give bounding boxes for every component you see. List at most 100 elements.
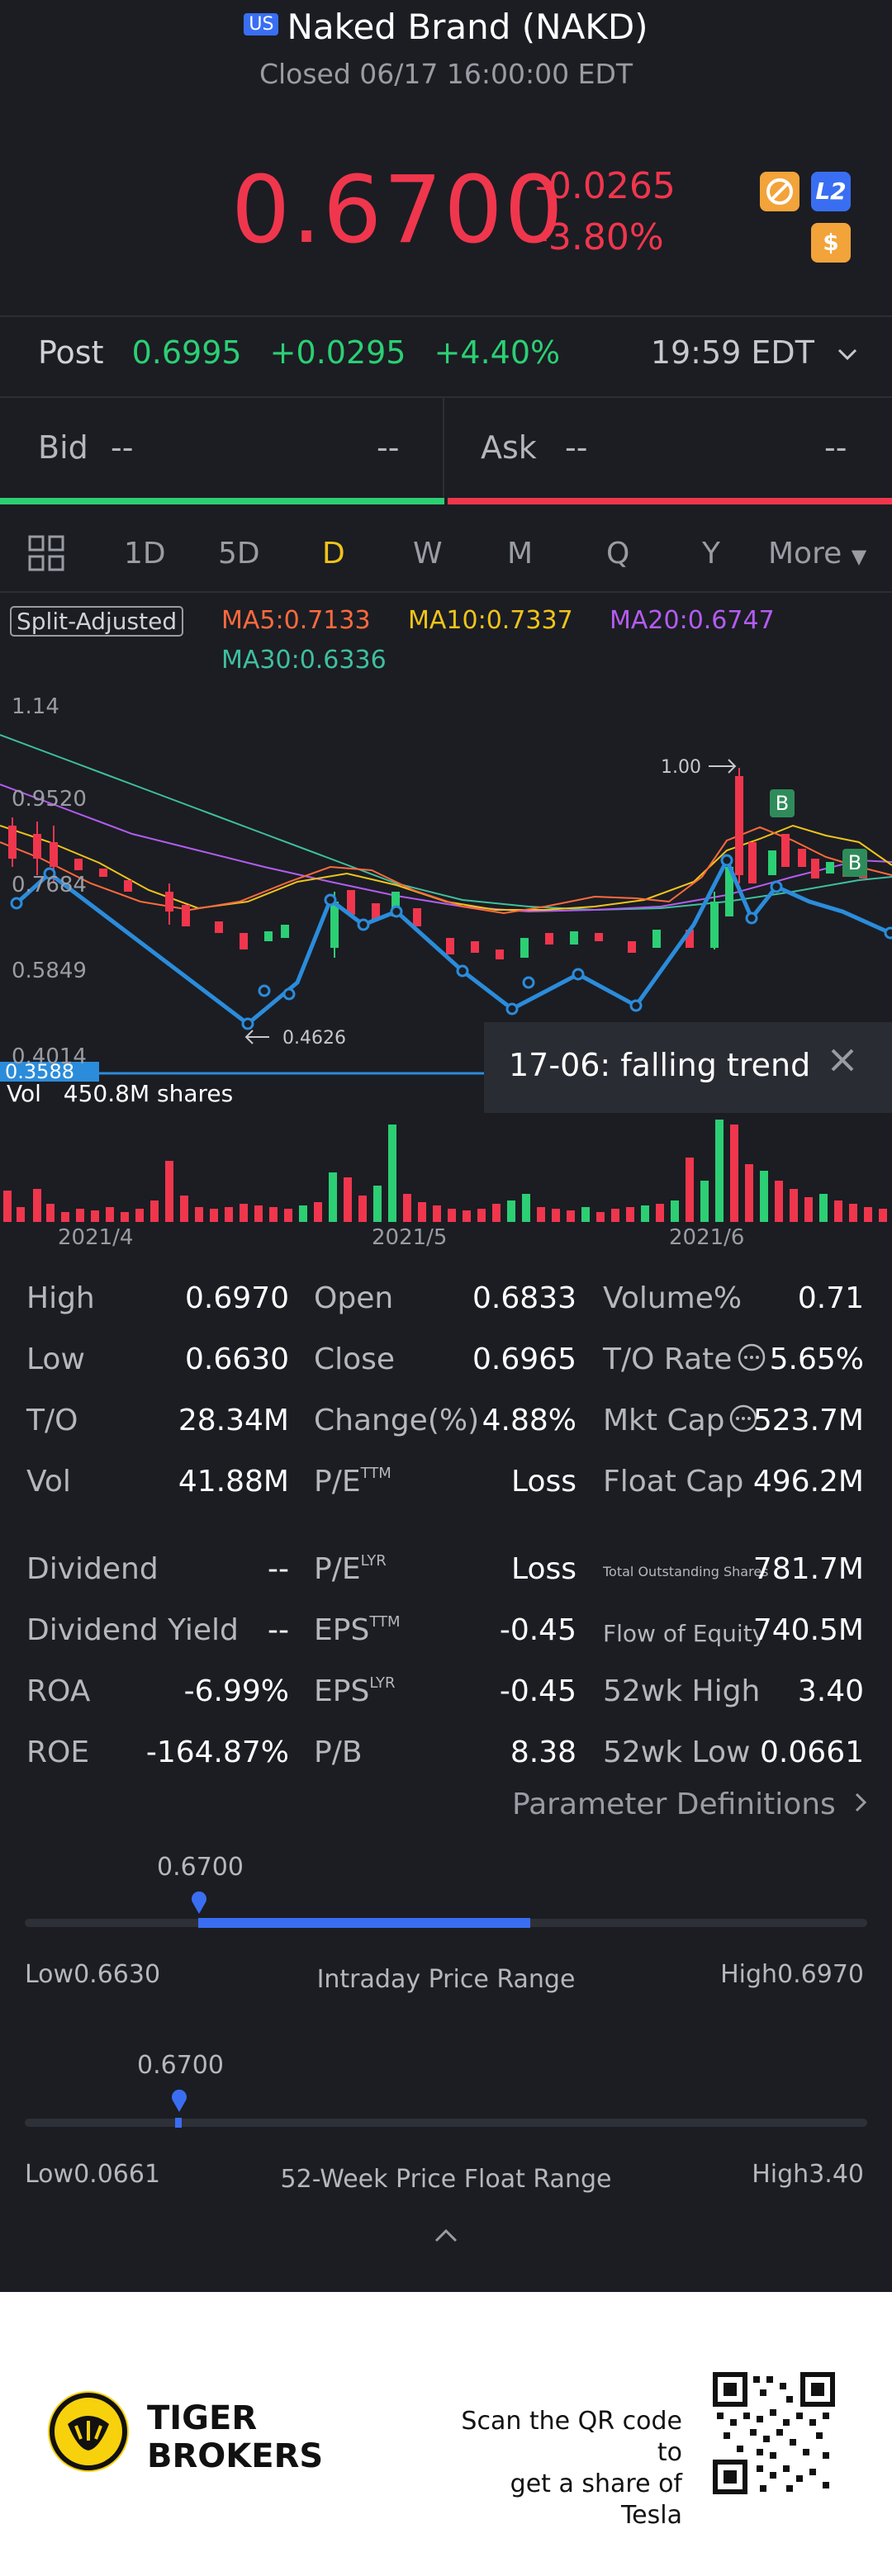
- buy-marker[interactable]: B: [842, 849, 867, 877]
- week52-low: Low0.0661: [25, 2160, 161, 2189]
- scan-line-1: Scan the QR code to: [461, 2407, 682, 2467]
- stat-label: Flow of Equity: [603, 1620, 766, 1647]
- bid-size: --: [377, 429, 400, 466]
- eps-lyr-label: EPS: [314, 1674, 370, 1708]
- stat-label: Dividend Yield: [26, 1613, 239, 1647]
- ask-strength-bar: [448, 498, 892, 504]
- close-icon[interactable]: [828, 1042, 857, 1084]
- trend-popup: [484, 1022, 892, 1113]
- stat-value: 0.6965: [472, 1342, 576, 1376]
- stat-label: High: [26, 1281, 95, 1315]
- intraday-range-fill: [198, 1918, 530, 1928]
- tab-more-label: More: [768, 537, 842, 571]
- tab-d[interactable]: D: [322, 537, 345, 571]
- x-axis-label-1: 2021/4: [58, 1225, 134, 1250]
- ma30-line: [0, 734, 892, 912]
- ask-size: --: [824, 429, 847, 466]
- y-axis-label-3: 0.7684: [12, 873, 87, 897]
- y-axis-label-2: 0.9520: [12, 787, 87, 812]
- buy-marker[interactable]: B: [770, 789, 795, 817]
- x-axis-label-3: 2021/6: [669, 1225, 745, 1250]
- post-time-selector[interactable]: 19:59 EDT: [651, 334, 859, 371]
- stat-value: --: [268, 1552, 289, 1586]
- ttm-superscript: TTM: [369, 1613, 401, 1631]
- level2-icon[interactable]: L2: [811, 172, 851, 211]
- stat-label: Low: [26, 1342, 85, 1376]
- stat-label: Change(%): [314, 1404, 480, 1437]
- tab-1d[interactable]: 1D: [124, 537, 166, 571]
- stat-value: 8.38: [510, 1735, 576, 1769]
- ma5-label: MA5:0.7133: [221, 606, 371, 635]
- ask-price: --: [565, 429, 588, 466]
- bid-price: --: [111, 429, 134, 466]
- chevron-down-icon: [836, 334, 859, 371]
- post-change: +0.0295: [269, 334, 406, 371]
- stock-title: US Naked Brand (NAKD): [0, 7, 892, 47]
- post-change-percent: +4.40%: [434, 334, 561, 371]
- stat-value: 3.40: [797, 1674, 864, 1708]
- stat-value: 523.7M: [752, 1404, 864, 1437]
- parameter-definitions-label: Parameter Definitions: [512, 1788, 836, 1821]
- buy-mark-text-2: B: [848, 851, 861, 874]
- stat-label: Open: [314, 1281, 394, 1315]
- stat-label: 52wk High: [603, 1674, 761, 1708]
- arrow-right-icon: [709, 759, 737, 774]
- tab-w[interactable]: W: [413, 537, 443, 571]
- post-label: Post: [38, 334, 104, 371]
- week52-range-fill: [175, 2118, 182, 2128]
- market-badge: US: [244, 13, 279, 36]
- tab-more[interactable]: More ▼: [768, 537, 866, 571]
- week52-current-price: 0.6700: [137, 2051, 224, 2080]
- bid-strength-bar: [0, 498, 444, 504]
- chart-tool-icon[interactable]: [760, 172, 799, 211]
- post-time: 19:59 EDT: [650, 334, 814, 371]
- stat-value: 0.0661: [760, 1735, 864, 1769]
- post-market-row: Post 0.6995 +0.0295 +4.40%: [38, 334, 560, 371]
- price-change: -0.0265: [535, 165, 676, 207]
- stat-value: -164.87%: [145, 1735, 289, 1769]
- tab-m[interactable]: M: [507, 537, 534, 571]
- stat-value: 496.2M: [752, 1465, 864, 1499]
- stat-label: Close: [314, 1342, 396, 1376]
- current-price-tag: 0.3588: [5, 1060, 74, 1082]
- week52-range-track: [25, 2118, 867, 2128]
- stat-label: ROE: [26, 1735, 90, 1769]
- post-price: 0.6995: [131, 334, 242, 371]
- trend-popup-text: 17-06: falling trend: [509, 1047, 811, 1083]
- dollar-icon[interactable]: $: [811, 223, 851, 263]
- chevron-up-icon[interactable]: [433, 2226, 459, 2247]
- volume-chart[interactable]: [0, 1115, 892, 1222]
- candlestick-chart[interactable]: B B 1.00 0.4626 0.3588 1.14 0.9520 0.768…: [0, 685, 892, 1082]
- brand-line-1: TIGER: [147, 2399, 258, 2437]
- tab-y[interactable]: Y: [702, 537, 720, 571]
- stat-label: P/ELYR: [314, 1552, 387, 1586]
- week52-high: High3.40: [752, 2160, 864, 2189]
- bid-label: Bid: [38, 429, 88, 466]
- grid-icon[interactable]: [28, 535, 64, 579]
- last-price: 0.6700: [231, 157, 565, 264]
- intraday-low: Low0.6630: [25, 1960, 161, 1989]
- more-options-icon[interactable]: [728, 1404, 758, 1441]
- split-adjusted-badge[interactable]: Split-Adjusted: [10, 606, 184, 637]
- divider: [443, 398, 444, 497]
- stat-label: Mkt Cap: [603, 1404, 725, 1437]
- more-options-icon[interactable]: [737, 1342, 766, 1380]
- stat-value: 41.88M: [178, 1465, 289, 1499]
- parameter-definitions-link[interactable]: Parameter Definitions: [512, 1788, 868, 1821]
- intraday-range-track: [25, 1918, 867, 1928]
- current-price-tag-bg: [0, 1062, 99, 1082]
- x-axis-label-2: 2021/5: [372, 1225, 448, 1250]
- stock-name: Naked Brand (NAKD): [287, 7, 648, 47]
- tab-q[interactable]: Q: [606, 537, 630, 571]
- candles: [8, 768, 867, 959]
- brand-name: TIGER BROKERS: [147, 2399, 323, 2475]
- price-change-percent: -3.80%: [535, 216, 664, 258]
- week52-pin-icon: [170, 2087, 188, 2117]
- stat-label: Volume%: [603, 1281, 743, 1315]
- stat-value: 0.6833: [472, 1281, 576, 1315]
- qr-code: [712, 2371, 836, 2495]
- week52-range-title: 52-Week Price Float Range: [280, 2165, 612, 2194]
- volume-label: Vol 450.8M shares: [7, 1080, 233, 1107]
- tab-5d[interactable]: 5D: [218, 537, 260, 571]
